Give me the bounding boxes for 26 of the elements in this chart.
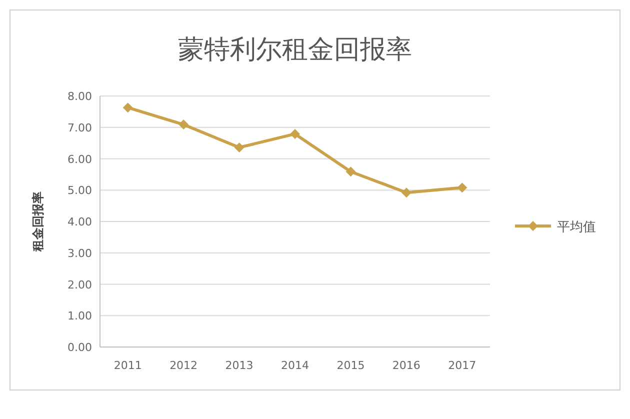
- point: [457, 182, 468, 193]
- point: [178, 120, 189, 130]
- x-tick-label: 2013: [225, 359, 254, 372]
- chart-title: 蒙特利尔租金回报率: [178, 35, 412, 65]
- x-tick-label: 2017: [448, 359, 476, 372]
- y-tick-label: 3.00: [68, 246, 92, 260]
- y-tick-label: 1.00: [68, 310, 92, 323]
- y-tick-label: 8.00: [68, 90, 92, 103]
- y-tick-label: 2.00: [68, 278, 92, 292]
- y-tick-label: 4.00: [68, 216, 92, 228]
- x-tick-label: 2012: [170, 359, 198, 372]
- x-tick-label: 2015: [336, 359, 365, 372]
- y-tick-label: 7.00: [68, 121, 92, 134]
- x-tick-label: 2011: [114, 359, 142, 372]
- point: [122, 102, 133, 113]
- x-tick-label: 2014: [281, 359, 309, 372]
- x-tick-label: 2016: [392, 359, 420, 372]
- point: [290, 128, 300, 139]
- legend-label: 平均值: [557, 220, 596, 235]
- y-tick-label: 6.00: [68, 152, 92, 166]
- y-tick-label: 5.00: [68, 184, 92, 198]
- y-tick-label: 0.00: [68, 341, 92, 354]
- point: [401, 188, 412, 198]
- point: [346, 166, 356, 177]
- point: [234, 142, 244, 152]
- y-axis-title: 租金回报率: [31, 192, 45, 252]
